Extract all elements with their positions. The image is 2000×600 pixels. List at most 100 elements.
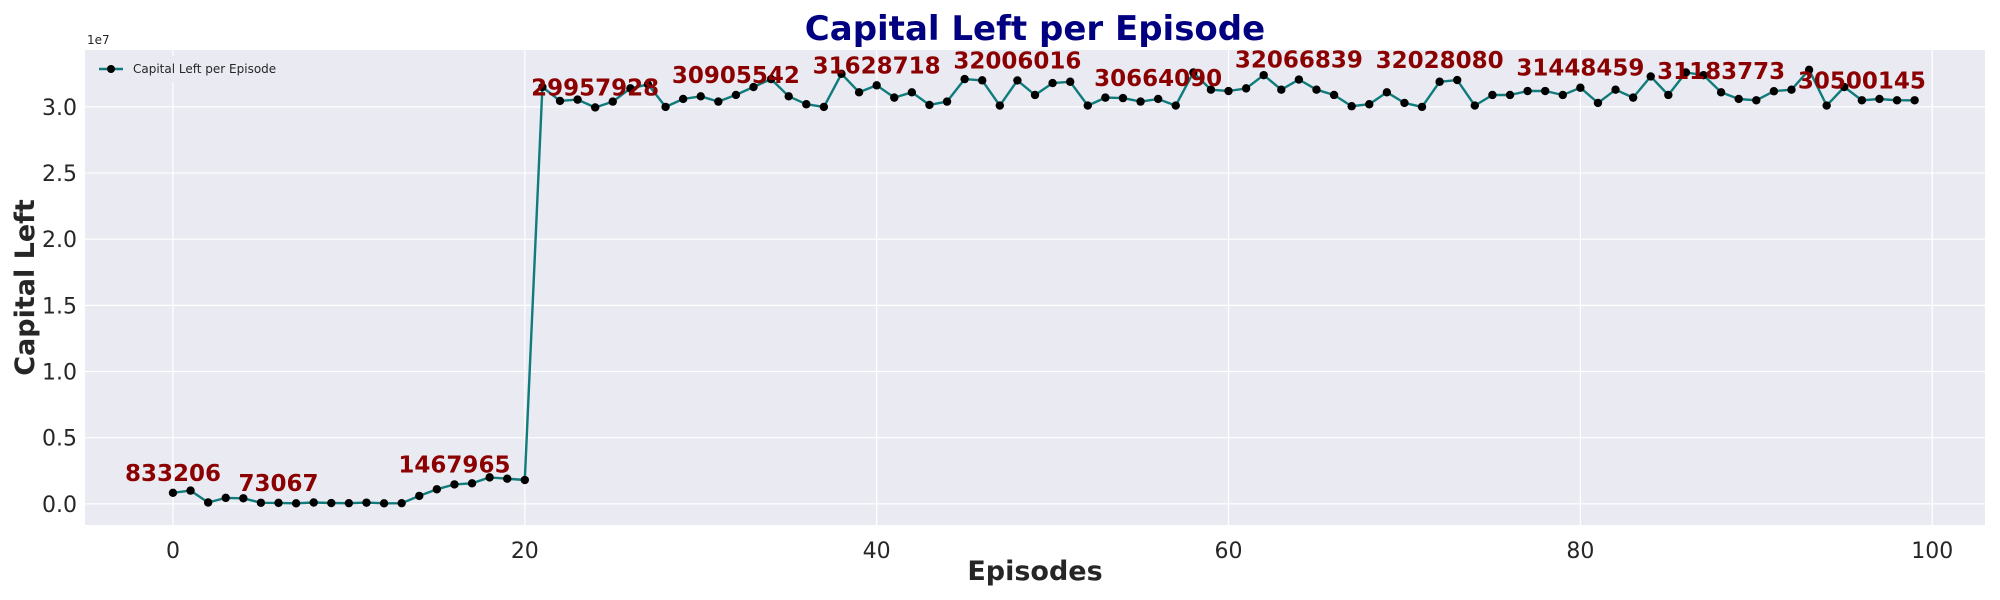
data-label: 73067 (239, 471, 319, 497)
data-point (661, 102, 670, 112)
data-point (1294, 75, 1304, 84)
y-tick-label: 0.5 (42, 427, 77, 452)
data-point (186, 486, 195, 495)
data-point (1840, 82, 1849, 92)
y-tick-label: 1.5 (42, 294, 77, 319)
data-point (415, 491, 424, 501)
data-label: 32006016 (953, 48, 1081, 74)
data-point (450, 480, 459, 489)
data-point (555, 96, 565, 106)
data-point (1365, 100, 1374, 109)
data-point (784, 92, 793, 101)
data-point (819, 102, 829, 112)
x-tick-label: 60 (1215, 539, 1243, 564)
y-axis-label: Capital Left (10, 199, 41, 376)
data-point (1787, 85, 1796, 94)
x-tick-label: 20 (511, 539, 539, 564)
data-point (1910, 96, 1919, 105)
data-point (538, 82, 547, 92)
data-point (1453, 75, 1462, 85)
data-label: 31448459 (1516, 56, 1644, 82)
data-point (1488, 90, 1497, 100)
data-point (1048, 78, 1057, 88)
data-point (327, 498, 336, 508)
data-point (626, 84, 635, 93)
data-point (1470, 101, 1480, 110)
data-point (1400, 98, 1409, 108)
data-point (379, 499, 389, 508)
legend-entry-label: Capital Left per Episode (133, 62, 276, 76)
data-label: 30500145 (1798, 68, 1926, 94)
data-point (397, 498, 406, 508)
data-point (520, 475, 530, 485)
data-point (1435, 77, 1444, 86)
data-point (1857, 96, 1867, 105)
data-point (362, 498, 371, 507)
x-axis-label: Episodes (967, 556, 1102, 587)
data-point (907, 88, 917, 97)
data-point (1417, 102, 1427, 112)
data-point (1013, 76, 1022, 85)
data-point (1769, 87, 1779, 96)
legend: Capital Left per Episode (93, 56, 313, 82)
data-point (1540, 86, 1550, 96)
data-point (1628, 93, 1638, 102)
data-point (1558, 90, 1567, 100)
y-tick-label: 0.0 (42, 493, 77, 518)
data-point (925, 100, 934, 110)
data-point (1734, 94, 1743, 104)
y-tick-label: 2.0 (42, 228, 77, 253)
data-label: 1467965 (398, 452, 510, 478)
data-point (274, 498, 283, 508)
data-point (291, 499, 301, 508)
data-point (731, 90, 741, 100)
data-point (203, 498, 213, 507)
data-point (1875, 94, 1884, 104)
legend-marker-swatch (107, 65, 115, 73)
y-tick-label: 1.0 (42, 361, 77, 386)
data-point (678, 94, 688, 104)
series-line (172, 68, 1915, 505)
data-point (1171, 101, 1180, 110)
data-point (1101, 93, 1110, 102)
legend-box (93, 56, 313, 82)
data-point (590, 103, 600, 112)
data-point (1892, 96, 1902, 105)
data-label: 31628718 (813, 53, 941, 79)
data-point (503, 474, 512, 483)
data-point (1752, 96, 1761, 105)
data-point (837, 69, 846, 79)
data-point (749, 82, 758, 92)
data-point (485, 473, 494, 482)
data-label: 30905542 (672, 63, 800, 89)
data-point (1576, 83, 1585, 92)
data-point (1312, 85, 1321, 94)
data-point (1118, 93, 1128, 103)
data-point (942, 97, 952, 106)
y-tick-label: 2.5 (42, 162, 77, 187)
x-tick-label: 80 (1566, 539, 1594, 564)
data-point (309, 498, 318, 507)
data-label: 31183773 (1657, 59, 1785, 85)
data-point (872, 81, 881, 90)
data-point (1136, 97, 1145, 106)
series-layer (168, 65, 1919, 508)
x-tick-label: 40 (863, 539, 891, 564)
data-label: 32066839 (1235, 48, 1363, 74)
data-point (1716, 88, 1726, 97)
data-point (1083, 101, 1092, 110)
data-point (573, 95, 582, 104)
data-point (344, 498, 354, 508)
data-point (643, 80, 653, 89)
data-point (1065, 77, 1075, 86)
data-point (1030, 90, 1040, 100)
data-point (854, 88, 864, 97)
data-point (256, 498, 266, 507)
data-point (1681, 68, 1691, 77)
data-label: 32028080 (1376, 48, 1504, 74)
data-point (1822, 101, 1831, 110)
y-tick-label: 3.0 (42, 96, 77, 121)
data-label: 30664090 (1094, 66, 1222, 92)
